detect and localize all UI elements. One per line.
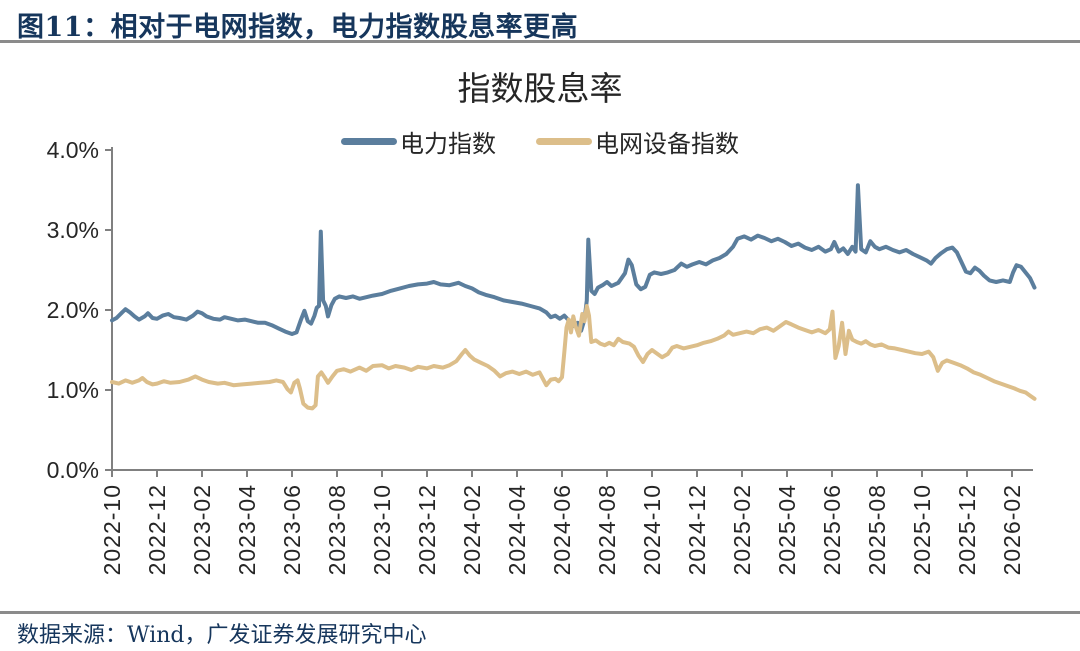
x-tick-label: 2025-08	[864, 484, 890, 575]
x-tick-label: 2023-10	[369, 484, 395, 575]
legend-item-power-index: 电力指数	[341, 124, 496, 159]
x-tick-label: 2023-08	[324, 484, 350, 575]
x-tick-label: 2024-10	[639, 484, 665, 575]
x-tick-label: 2022-10	[99, 484, 125, 575]
legend-label-power-index: 电力指数	[400, 131, 496, 158]
chart-title: 指数股息率	[457, 70, 623, 107]
x-tick-label: 2025-10	[909, 484, 935, 575]
data-source-note: 数据来源：Wind，广发证券发展研究中心	[17, 623, 427, 648]
x-tick-label: 2024-08	[594, 484, 620, 575]
y-tick-label: 2.0%	[47, 297, 99, 323]
x-tick-label: 2023-06	[279, 484, 305, 575]
y-tick-label: 0.0%	[47, 457, 99, 483]
series-line-grid-equipment-index	[110, 304, 1037, 411]
figure-title: 图11：相对于电网指数，电力指数股息率更高	[17, 12, 579, 43]
x-tick-label: 2023-02	[189, 484, 215, 575]
x-tick-label: 2024-06	[549, 484, 575, 575]
footer-divider-line	[0, 611, 1080, 614]
y-tick-label: 4.0%	[47, 137, 99, 163]
x-tick-label: 2024-12	[684, 484, 710, 575]
x-tick-label: 2025-04	[774, 484, 800, 575]
header-divider-line	[0, 40, 1080, 43]
y-tick-label: 3.0%	[47, 217, 99, 243]
legend-label-grid-equipment-index: 电网设备指数	[595, 131, 739, 158]
legend-item-grid-equipment-index: 电网设备指数	[536, 124, 739, 159]
x-tick-label: 2024-02	[459, 484, 485, 575]
x-tick-label: 2024-04	[504, 484, 530, 575]
x-tick-label: 2025-02	[729, 484, 755, 575]
x-tick-label: 2025-06	[819, 484, 845, 575]
x-tick-label: 2025-12	[954, 484, 980, 575]
x-tick-label: 2023-04	[234, 484, 260, 575]
grid-equipment-line-swatch	[536, 138, 592, 145]
series-line-power-index	[110, 183, 1037, 336]
chart-legend: 电力指数 电网设备指数	[0, 124, 1080, 159]
x-tick-label: 2022-12	[144, 484, 170, 575]
y-tick-label: 1.0%	[47, 377, 99, 403]
power-index-line-swatch	[341, 138, 397, 145]
x-tick-label: 2023-12	[414, 484, 440, 575]
x-tick-label: 2026-02	[999, 484, 1025, 575]
